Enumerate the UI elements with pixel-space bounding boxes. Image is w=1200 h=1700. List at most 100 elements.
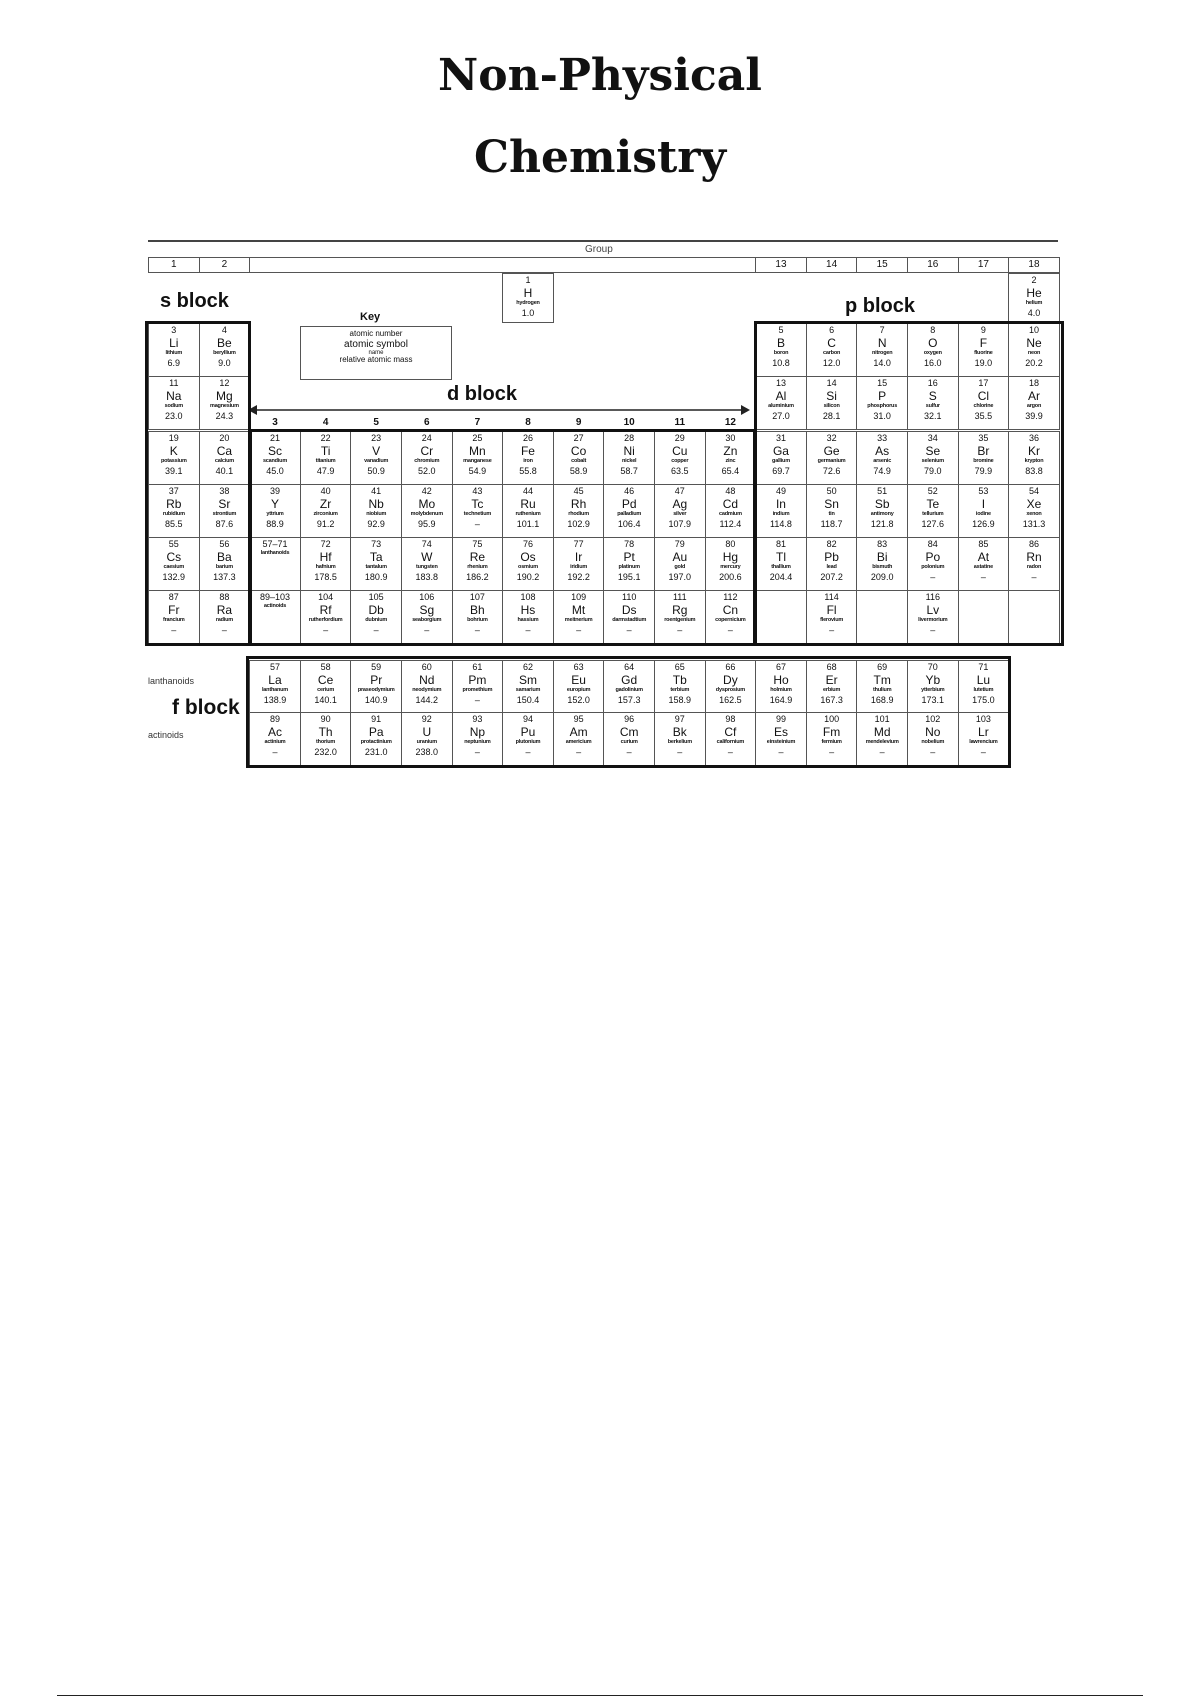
element-name: bohrium bbox=[467, 617, 488, 623]
relative-atomic-mass: 19.0 bbox=[974, 357, 993, 368]
group-number: 17 bbox=[957, 257, 1010, 273]
element-cell-at: 85 At astatine – bbox=[957, 537, 1010, 591]
element-cell-es: 99 Es einsteinium – bbox=[755, 712, 807, 766]
atomic-symbol: C bbox=[827, 336, 836, 350]
relative-atomic-mass: 231.0 bbox=[364, 746, 388, 757]
atomic-number: 41 bbox=[371, 486, 382, 496]
atomic-symbol: Pt bbox=[623, 550, 635, 564]
atomic-symbol: Ru bbox=[520, 497, 536, 511]
element-name: hassium bbox=[517, 617, 539, 623]
relative-atomic-mass: 209.0 bbox=[870, 571, 894, 582]
atomic-symbol: Tm bbox=[873, 673, 891, 687]
element-cell-mo: 42 Mo molybdenum 95.9 bbox=[401, 484, 453, 538]
element-name: gallium bbox=[772, 458, 790, 464]
element-name: flerovium bbox=[820, 617, 844, 623]
element-cell-cf: 98 Cf californium – bbox=[704, 712, 757, 766]
relative-atomic-mass: – bbox=[525, 746, 531, 757]
relative-atomic-mass: – bbox=[727, 624, 733, 635]
relative-atomic-mass: 195.1 bbox=[617, 571, 641, 582]
element-name: americium bbox=[565, 739, 592, 745]
element-cell-hs: 108 Hs hassium – bbox=[502, 590, 554, 644]
element-cell-ba: 56 Ba barium 137.3 bbox=[198, 537, 251, 591]
relative-atomic-mass: 69.7 bbox=[772, 465, 790, 476]
element-cell-rn: 86 Rn radon – bbox=[1008, 537, 1060, 591]
p-block-label: p block bbox=[845, 295, 916, 317]
element-cell-zr: 40 Zr zirconium 91.2 bbox=[299, 484, 352, 538]
element-name: phosphorus bbox=[867, 403, 898, 409]
element-cell-pu: 94 Pu plutonium – bbox=[502, 712, 554, 766]
element-name: titanium bbox=[315, 458, 336, 464]
element-cell-sb: 51 Sb antimony 121.8 bbox=[856, 484, 908, 538]
relative-atomic-mass: 180.9 bbox=[364, 571, 388, 582]
relative-atomic-mass: – bbox=[576, 746, 582, 757]
element-cell-kr: 36 Kr krypton 83.8 bbox=[1008, 431, 1060, 485]
atomic-symbol: Nb bbox=[368, 497, 384, 511]
atomic-symbol: He bbox=[1026, 286, 1042, 300]
atomic-symbol: Fm bbox=[822, 725, 841, 739]
element-name: thulium bbox=[872, 687, 892, 693]
element-cell-cu: 29 Cu copper 63.5 bbox=[654, 431, 706, 485]
element-name: rhenium bbox=[467, 564, 488, 570]
element-cell-ra: 88 Ra radium – bbox=[198, 590, 251, 644]
group-number: 3 bbox=[249, 416, 301, 431]
atomic-number: 36 bbox=[1028, 433, 1039, 443]
atomic-number: 100 bbox=[824, 714, 840, 724]
atomic-number: 60 bbox=[421, 662, 432, 672]
atomic-number: 101 bbox=[874, 714, 890, 724]
atomic-symbol: Ba bbox=[217, 550, 232, 564]
element-cell-md: 101 Md mendelevium – bbox=[856, 712, 908, 766]
atomic-symbol: Fl bbox=[826, 603, 837, 617]
relative-atomic-mass: 32.1 bbox=[924, 410, 942, 421]
element-name: rhodium bbox=[568, 511, 589, 517]
relative-atomic-mass: 54.9 bbox=[468, 465, 487, 476]
element-name: palladium bbox=[617, 511, 642, 517]
atomic-number: 25 bbox=[472, 433, 483, 443]
element-cell-re: 75 Re rhenium 186.2 bbox=[451, 537, 504, 591]
element-name: holmium bbox=[770, 687, 792, 693]
atomic-symbol: Ce bbox=[317, 673, 334, 687]
atomic-number: 78 bbox=[624, 539, 635, 549]
element-name: dubnium bbox=[365, 617, 388, 623]
group-number: 11 bbox=[654, 416, 706, 431]
atomic-number: 9 bbox=[980, 325, 986, 335]
atomic-symbol: Ir bbox=[574, 550, 583, 564]
placeholder-name: actinoids bbox=[263, 603, 287, 609]
element-cell-na: 11 Na sodium 23.0 bbox=[148, 376, 200, 430]
atomic-symbol: Pr bbox=[370, 673, 383, 687]
group-number: 13 bbox=[755, 257, 807, 273]
atomic-number: 99 bbox=[775, 714, 786, 724]
atomic-symbol: Gd bbox=[621, 673, 638, 687]
relative-atomic-mass: 55.8 bbox=[519, 465, 537, 476]
atomic-symbol: F bbox=[979, 336, 988, 350]
relative-atomic-mass: 164.9 bbox=[769, 694, 793, 705]
atomic-symbol: Cr bbox=[420, 444, 434, 458]
element-name: yttrium bbox=[266, 511, 284, 517]
atomic-number: 85 bbox=[978, 539, 989, 549]
atomic-number: 79 bbox=[674, 539, 685, 549]
group-number: 15 bbox=[856, 257, 908, 273]
atomic-number: 50 bbox=[826, 486, 837, 496]
atomic-symbol: Sn bbox=[824, 497, 839, 511]
atomic-symbol: Cu bbox=[672, 444, 688, 458]
element-cell-rf: 104 Rf rutherfordium – bbox=[299, 590, 352, 644]
relative-atomic-mass: 6.9 bbox=[167, 357, 181, 368]
relative-atomic-mass: 52.0 bbox=[418, 465, 436, 476]
atomic-number: 8 bbox=[930, 325, 936, 335]
atomic-number: 35 bbox=[978, 433, 989, 443]
atomic-symbol: S bbox=[928, 389, 937, 403]
element-cell-he: 2 He helium 4.0 bbox=[1008, 273, 1060, 323]
atomic-number: 11 bbox=[169, 378, 179, 388]
element-cell-si: 14 Si silicon 28.1 bbox=[805, 376, 858, 430]
element-name: niobium bbox=[366, 511, 387, 517]
atomic-number: 29 bbox=[674, 433, 685, 443]
atomic-number: 6 bbox=[829, 325, 835, 335]
atomic-number: 10 bbox=[1028, 325, 1039, 335]
element-cell-ce: 58 Ce cerium 140.1 bbox=[299, 660, 352, 714]
atomic-number: 68 bbox=[826, 662, 837, 672]
relative-atomic-mass: 140.1 bbox=[314, 694, 337, 705]
atomic-number: 37 bbox=[168, 486, 179, 496]
atomic-symbol: Ac bbox=[267, 725, 282, 739]
